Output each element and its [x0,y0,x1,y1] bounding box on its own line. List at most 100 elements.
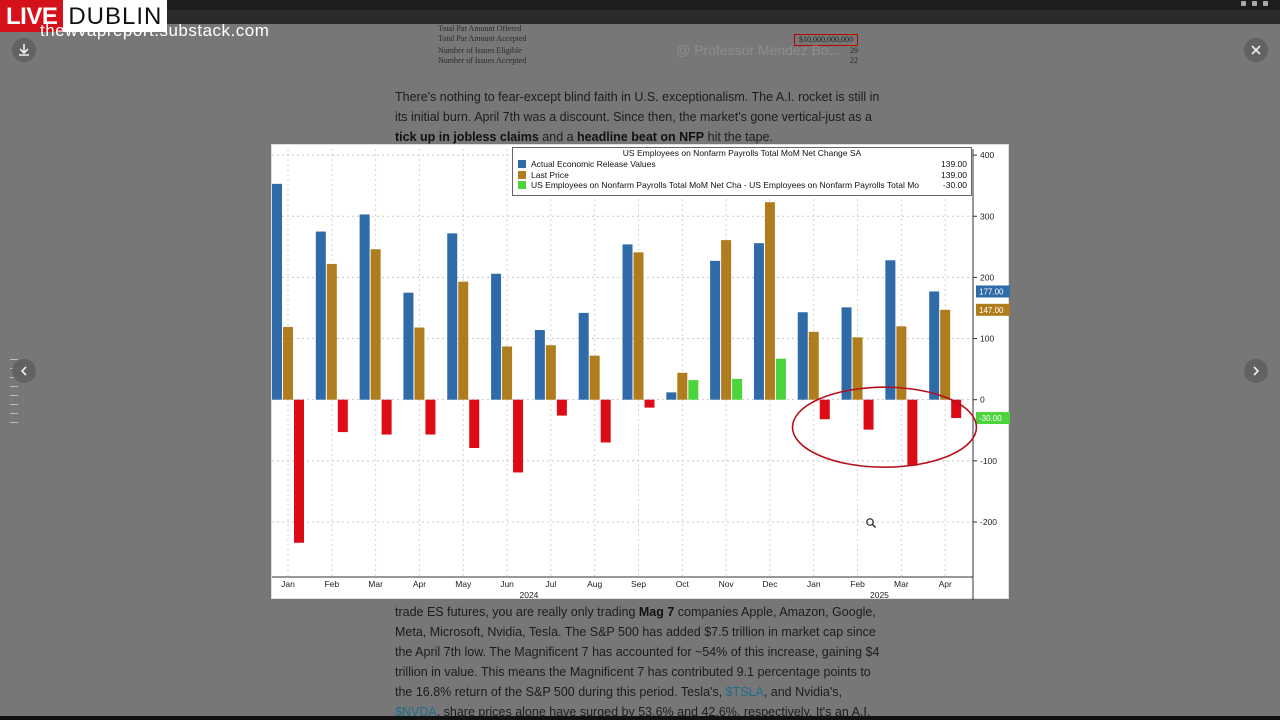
legend-label: Actual Economic Release Values [531,159,656,170]
table-row: Total Par Amount Offered [438,24,858,34]
bar-actual [578,312,589,400]
table-label: Number of Issues Eligible [438,46,522,55]
x-tick-label: May [455,579,472,589]
chevron-left-icon [20,366,27,376]
bar-difference [513,399,524,473]
legend-value: -30.00 [942,180,967,191]
paragraph-text: companies Apple, Amazon, Google, Meta, M… [395,605,880,699]
zoom-cursor-icon [866,518,874,526]
lightbox-backdrop[interactable]: Total Par Amount Offered Total Par Amoun… [0,24,1280,716]
x-tick-label: Sep [631,579,646,589]
bar-actual [315,231,326,400]
browser-toolbar [0,10,1280,24]
table-label: Total Par Amount Offered [438,24,522,33]
bar-actual [403,292,414,400]
bold-phrase: headline beat on NFP [577,130,705,144]
table-value: 29 [850,46,858,55]
table-value-highlighted: $10,000,000,000 [794,34,858,46]
bold-phrase: tick up in jobless claims [395,130,539,144]
bar-difference [819,399,830,420]
close-icon [1251,45,1261,55]
table-label: Number of Issues Accepted [438,56,527,65]
ticker-link[interactable]: $TSLA [725,685,764,699]
x-tick-label: Nov [719,579,735,589]
bar-actual [534,329,545,400]
x-tick-label: Apr [939,579,952,589]
chart-title: US Employees on Nonfarm Payrolls Total M… [622,148,862,158]
x-tick-label: Oct [676,579,690,589]
bar-last-price [545,345,556,400]
annotation-ellipse [791,386,978,469]
article-paragraph: trade ES futures, you are really only tr… [395,602,885,716]
table-label: Total Par Amount Accepted [438,34,527,43]
bar-actual [841,307,852,400]
bar-last-price [414,327,425,400]
bar-difference [294,399,304,543]
legend-swatch [518,181,526,190]
x-tick-label: Aug [587,579,602,589]
bar-difference [688,380,699,400]
paragraph-text: hit the tape. [704,130,773,144]
chevron-right-icon [1253,366,1260,376]
bar-last-price [721,240,732,400]
bar-difference [425,399,436,435]
bar-actual [622,244,633,400]
x-tick-label: Jun [500,579,514,589]
legend-label: US Employees on Nonfarm Payrolls Total M… [531,180,920,191]
bar-difference [907,399,918,466]
site-url-watermark: thewvapreport.substack.com [40,21,270,40]
bar-last-price [502,346,513,400]
next-image-button[interactable] [1244,359,1268,383]
axis-value-tag [976,303,1010,316]
bar-difference [644,399,655,408]
window-titlebar [0,0,1280,10]
bar-last-price [326,263,337,400]
axis-value-tag-label: 147.00 [979,306,1004,315]
bar-actual [753,243,764,400]
y-tick-label: -100 [980,456,997,466]
legend-label: Last Price [531,169,569,180]
bar-actual [929,291,940,400]
ticker-link[interactable]: $NVDA [395,705,437,716]
x-year-label: 2025 [870,590,889,600]
paragraph-text: , and Nvidia's, [763,685,842,699]
previous-image-button[interactable] [12,359,36,383]
bar-last-price [940,309,951,400]
download-button[interactable] [12,38,36,62]
bar-actual [272,183,282,400]
bar-difference [775,358,786,400]
logo-city-text: DUBLIN [63,0,168,32]
nfp-bar-chart: 400 300 200 100 0 -100 -200 177.00 147.00 -30.00 J… [272,149,1010,600]
bar-difference [732,378,743,400]
x-tick-label: Feb [324,579,339,589]
legend-swatch [518,170,526,179]
axis-value-tag-label: 177.00 [979,287,1004,296]
table-row: Number of Issues Accepted 22 [438,56,858,66]
bar-last-price [896,326,907,400]
bar-last-price [633,252,644,400]
paragraph-text: There's nothing to fear-except blind fai… [395,90,880,124]
y-tick-label: 300 [980,211,994,221]
x-tick-label: Apr [413,579,426,589]
table-value: 22 [850,56,858,65]
axis-value-tag [976,285,1010,298]
legend-value: 139.00 [941,159,967,170]
bar-difference [556,399,567,416]
table-row: Total Par Amount Accepted $10,000,000,000 [438,34,858,46]
bar-last-price [677,372,688,400]
bar-last-price [808,331,819,400]
table-row: Number of Issues Eligible 29 [438,46,858,56]
bar-actual [491,273,502,400]
paragraph-text: trade ES futures, you are really only tr… [395,605,639,619]
close-button[interactable] [1244,38,1268,62]
bar-last-price [764,202,775,400]
chart-image[interactable]: 400 300 200 100 0 -100 -200 177.00 147.00 -30.00 J… [271,144,1010,600]
bottom-bar [0,716,1280,720]
x-tick-label: Dec [762,579,778,589]
titlebar-controls[interactable] [1241,1,1268,9]
y-tick-label: 100 [980,334,994,344]
bar-difference [951,399,962,419]
article-paragraph: There's nothing to fear-except blind fai… [395,87,885,147]
paragraph-text: and a [538,130,578,144]
auction-results-table: Total Par Amount Offered Total Par Amoun… [438,24,858,66]
